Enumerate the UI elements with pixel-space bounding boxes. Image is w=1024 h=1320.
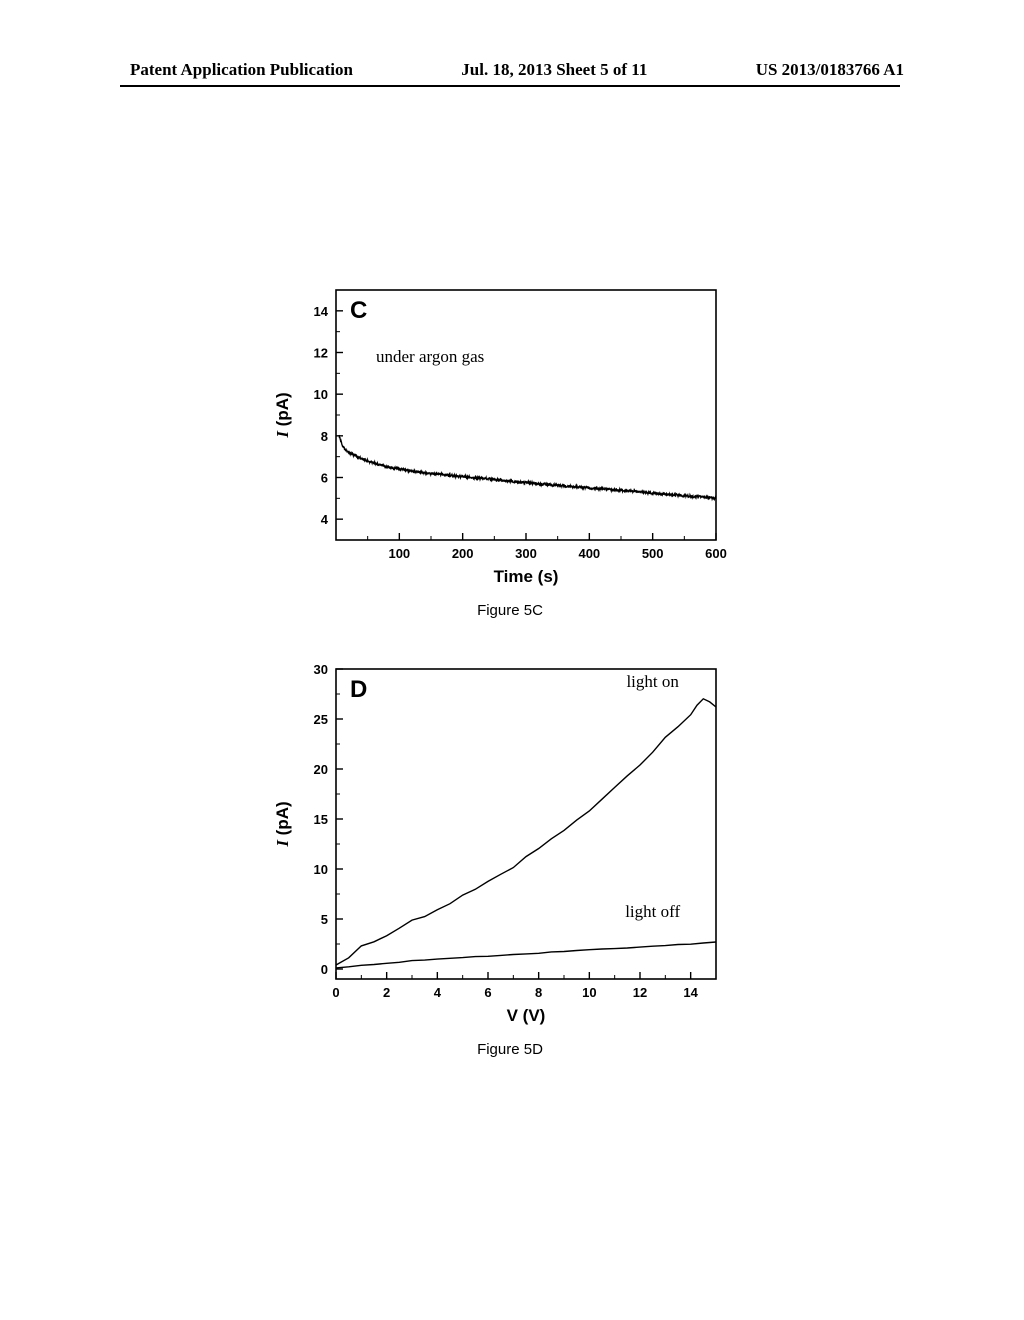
svg-text:12: 12 (314, 346, 328, 361)
chart-d-block: 0 2 4 6 8 10 12 14 0 5 10 15 20 25 30 V (V) I (pA) Dlight… (260, 659, 760, 1058)
header-center: Jul. 18, 2013 Sheet 5 of 11 (461, 60, 647, 80)
page-header: Patent Application Publication Jul. 18, … (0, 60, 1024, 80)
svg-text:8: 8 (535, 985, 542, 1000)
svg-text:4: 4 (434, 985, 442, 1000)
svg-text:8: 8 (321, 429, 328, 444)
svg-text:14: 14 (314, 304, 329, 319)
svg-text:light off: light off (625, 902, 680, 921)
svg-text:D: D (350, 676, 367, 703)
svg-text:500: 500 (642, 546, 664, 561)
chart-c-caption: Figure 5C (260, 602, 760, 619)
chart-d-svg: 0 2 4 6 8 10 12 14 0 5 10 15 20 25 30 V (V) I (pA) Dlight… (260, 659, 736, 1035)
svg-text:15: 15 (314, 812, 328, 827)
svg-text:I (pA): I (pA) (273, 801, 292, 847)
svg-text:light on: light on (626, 672, 679, 691)
svg-text:Time (s): Time (s) (494, 567, 559, 586)
svg-text:600: 600 (705, 546, 727, 561)
svg-text:C: C (350, 297, 367, 324)
header-left: Patent Application Publication (130, 60, 353, 80)
svg-text:0: 0 (332, 985, 339, 1000)
svg-text:10: 10 (314, 862, 328, 877)
svg-text:0: 0 (321, 962, 328, 977)
svg-text:under argon gas: under argon gas (376, 347, 484, 366)
svg-text:I (pA): I (pA) (273, 392, 292, 438)
chart-c-svg: 100 200 300 400 500 600 4 6 8 10 12 14 Time (s) I (pA… (260, 280, 736, 596)
svg-text:12: 12 (633, 985, 647, 1000)
header-rule (120, 85, 900, 87)
svg-text:4: 4 (321, 512, 329, 527)
svg-text:10: 10 (314, 387, 328, 402)
svg-text:10: 10 (582, 985, 596, 1000)
svg-text:20: 20 (314, 762, 328, 777)
svg-text:25: 25 (314, 712, 328, 727)
svg-text:5: 5 (321, 912, 328, 927)
svg-text:200: 200 (452, 546, 474, 561)
header-right: US 2013/0183766 A1 (756, 60, 904, 80)
svg-text:6: 6 (321, 471, 328, 486)
svg-text:14: 14 (683, 985, 698, 1000)
svg-text:2: 2 (383, 985, 390, 1000)
svg-text:6: 6 (484, 985, 491, 1000)
chart-d-caption: Figure 5D (260, 1041, 760, 1058)
charts-container: 100200300400500600468101214Time (s)I (pA… (260, 280, 760, 1098)
svg-text:30: 30 (314, 662, 328, 677)
chart-c-block: 100 200 300 400 500 600 4 6 8 10 12 14 Time (s) I (pA… (260, 280, 760, 619)
svg-text:400: 400 (578, 546, 600, 561)
svg-text:300: 300 (515, 546, 537, 561)
svg-text:V (V): V (V) (507, 1006, 546, 1025)
svg-text:100: 100 (388, 546, 410, 561)
